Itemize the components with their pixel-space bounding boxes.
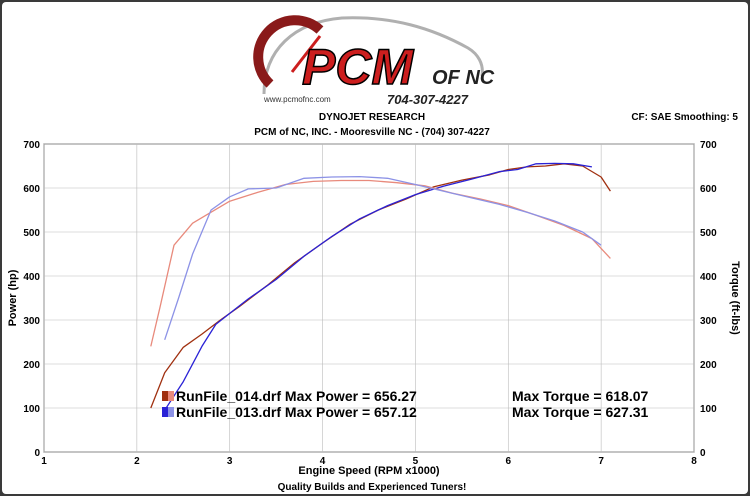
y2-tick-label: 400	[700, 272, 717, 283]
x-tick-label: 3	[227, 456, 233, 467]
y2-tick-label: 500	[700, 228, 717, 239]
logo-gauge-arc	[253, 15, 324, 88]
series-line-1	[164, 162, 593, 411]
legend-run013-file-power: RunFile_013.drf Max Power = 657.12	[176, 404, 417, 420]
grid	[43, 143, 695, 453]
logo-car-silhouette	[262, 16, 484, 95]
y-ticks-right: 0 100 200 300 400 500 600 700	[700, 140, 717, 459]
pcm-logo: PCM OF NC 704-307-4227 www.pcmofnc.com	[253, 15, 495, 107]
plot-area	[43, 143, 695, 453]
footer-tagline: Quality Builds and Experienced Tuners!	[278, 482, 467, 493]
legend-swatch-run014-power	[162, 391, 168, 401]
y-tick-label: 500	[23, 228, 40, 239]
y-ticks-left: 0 100 200 300 400 500 600 700	[23, 140, 40, 459]
y2-tick-label: 100	[700, 404, 717, 415]
legend-run014-file-power: RunFile_014.drf Max Power = 656.27	[176, 388, 417, 404]
y-tick-label: 400	[23, 272, 40, 283]
x-tick-label: 7	[598, 456, 604, 467]
y-tick-label: 100	[23, 404, 40, 415]
legend-entry-run014: RunFile_014.drf Max Power = 656.27 Max T…	[162, 388, 649, 404]
y-tick-label: 600	[23, 184, 40, 195]
x-ticks: 1 2 3 4 5 6 7 8	[41, 456, 697, 467]
x-tick-label: 5	[413, 456, 419, 467]
logo-phone: 704-307-4227	[387, 92, 469, 107]
chart-subtitle: PCM of NC, INC. - Mooresville NC - (704)…	[254, 127, 490, 138]
x-axis-label: Engine Speed (RPM x1000)	[298, 465, 440, 477]
logo-suffix: OF NC	[432, 67, 495, 89]
y2-tick-label: 700	[700, 140, 717, 151]
logo-brand: PCM	[302, 39, 414, 95]
y-axis-label: Power (hp)	[7, 269, 19, 326]
legend-swatch-run013-power	[162, 407, 168, 417]
legend-swatch-run013-torque	[168, 407, 174, 417]
chart-settings: CF: SAE Smoothing: 5	[631, 112, 738, 123]
y-tick-label: 300	[23, 316, 40, 327]
y2-tick-label: 0	[700, 448, 706, 459]
legend-swatch-run014-torque	[168, 391, 174, 401]
y2-tick-label: 600	[700, 184, 717, 195]
logo-gauge-needle	[290, 35, 322, 73]
chart-title: DYNOJET RESEARCH	[319, 112, 425, 123]
series-line-3	[164, 175, 602, 341]
series-line-0	[150, 163, 611, 409]
legend: RunFile_014.drf Max Power = 656.27 Max T…	[162, 388, 649, 420]
y2-tick-label: 300	[700, 316, 717, 327]
legend-run014-torque: Max Torque = 618.07	[512, 388, 649, 404]
y2-tick-label: 200	[700, 360, 717, 371]
legend-run013-torque: Max Torque = 627.31	[512, 404, 649, 420]
series	[150, 162, 611, 411]
logo-website: www.pcmofnc.com	[263, 95, 331, 104]
x-tick-label: 4	[320, 456, 326, 467]
x-tick-label: 2	[134, 456, 140, 467]
x-tick-label: 8	[691, 456, 697, 467]
legend-entry-run013: RunFile_013.drf Max Power = 657.12 Max T…	[162, 404, 649, 420]
x-tick-label: 6	[506, 456, 512, 467]
y-tick-label: 0	[34, 448, 40, 459]
x-tick-label: 1	[41, 456, 47, 467]
y2-axis-label: Torque (ft-lbs)	[729, 261, 741, 335]
y-tick-label: 200	[23, 360, 40, 371]
y-tick-label: 700	[23, 140, 40, 151]
